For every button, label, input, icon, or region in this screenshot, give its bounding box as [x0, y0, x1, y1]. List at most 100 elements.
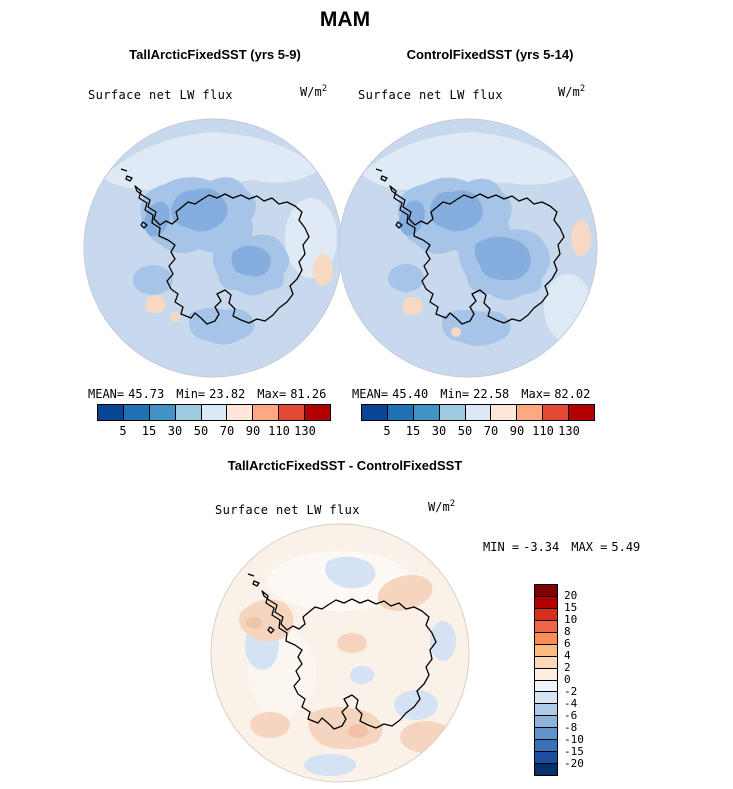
units-control: W/m2 [558, 84, 585, 99]
antarctica-coastline [375, 168, 565, 325]
units-exponent: 2 [579, 84, 586, 94]
tick-label: -10 [564, 733, 584, 746]
max-label: MAX = [571, 540, 608, 554]
tick-label: 15 [405, 424, 421, 438]
colorbar-cell [535, 679, 557, 692]
tick-label: 4 [564, 649, 571, 662]
colorbar-cell [542, 405, 569, 420]
mean-label: MEAN= [352, 387, 389, 401]
tick-label: 8 [564, 625, 571, 638]
tick-label: 130 [558, 424, 580, 438]
map-fill-tallarctic [84, 119, 342, 377]
colorbar-ticks-difference: 20 15 10 8 6 4 2 0 -2 -4 -6 -8 -10 -15 -… [564, 590, 584, 770]
colorbar-cell [438, 405, 465, 420]
min-label: Min= [176, 387, 206, 401]
tick-label: 110 [268, 424, 290, 438]
tick-label: 110 [532, 424, 554, 438]
tick-label: 5 [119, 424, 127, 438]
units-exponent: 2 [321, 84, 328, 94]
max-value: 82.02 [554, 387, 591, 401]
min-value: 23.82 [209, 387, 246, 401]
tick-label: 15 [564, 601, 578, 614]
colorbar-cell [200, 405, 227, 420]
max-label: Max= [257, 387, 287, 401]
tick-label: -20 [564, 757, 584, 770]
colorbar-cell [568, 405, 595, 420]
tick-label: 90 [509, 424, 525, 438]
tick-label: 0 [564, 673, 571, 686]
colorbar-cell [535, 631, 557, 644]
colorbar-cell [535, 703, 557, 716]
colorbar-cell [412, 405, 439, 420]
field-label-control: Surface net LW flux [358, 88, 503, 102]
tick-label: 30 [431, 424, 447, 438]
colorbar-control [361, 404, 595, 421]
colorbar-cell [304, 405, 331, 420]
tick-label: -8 [564, 721, 578, 734]
colorbar-cell [535, 715, 557, 728]
colorbar-ticks-tallarctic: 5 15 30 50 70 90 110 130 [110, 424, 318, 438]
units-exponent: 2 [449, 499, 456, 509]
tick-label: -6 [564, 709, 578, 722]
map-control [338, 118, 598, 378]
main-title: MAM [319, 8, 371, 31]
colorbar-cell [148, 405, 175, 420]
colorbar-cell [535, 607, 557, 620]
map-difference [210, 523, 470, 783]
colorbar-cell [490, 405, 517, 420]
tick-label: 10 [564, 613, 578, 626]
colorbar-cell [535, 655, 557, 668]
tick-label: 50 [457, 424, 473, 438]
stats-control: MEAN= 45.40 Min= 22.58 Max= 82.02 [352, 387, 602, 401]
min-value: -3.34 [523, 540, 560, 554]
colorbar-cell [122, 405, 149, 420]
colorbar-cell [535, 667, 557, 680]
colorbar-cell [362, 405, 387, 420]
field-label-tallarctic: Surface net LW flux [88, 88, 233, 102]
tick-label: 5 [383, 424, 391, 438]
colorbar-cell [98, 405, 123, 420]
max-value: 81.26 [290, 387, 327, 401]
tick-label: 90 [245, 424, 261, 438]
units-base: W/m [558, 85, 580, 99]
map-tallarctic [83, 118, 343, 378]
field-label-difference: Surface net LW flux [215, 503, 360, 517]
colorbar-cell [535, 585, 557, 596]
units-tallarctic: W/m2 [300, 84, 327, 99]
tick-label: 30 [167, 424, 183, 438]
colorbar-cell [535, 751, 557, 764]
colorbar-cell [535, 643, 557, 656]
mean-label: MEAN= [88, 387, 125, 401]
tick-label: 2 [564, 661, 571, 674]
colorbar-difference [534, 584, 558, 776]
colorbar-cell [174, 405, 201, 420]
tick-label: 130 [294, 424, 316, 438]
colorbar-cell [535, 739, 557, 752]
tick-label: 20 [564, 589, 578, 602]
antarctica-coastline [247, 573, 437, 730]
antarctica-coastline [120, 168, 310, 325]
panel-title-difference: TallArcticFixedSST - ControlFixedSST [227, 458, 463, 473]
colorbar-tallarctic [97, 404, 331, 421]
map-fill-difference [211, 524, 469, 782]
colorbar-cell [252, 405, 279, 420]
tick-label: 6 [564, 637, 571, 650]
colorbar-cell [535, 619, 557, 632]
mean-value: 45.73 [128, 387, 165, 401]
colorbar-cell [278, 405, 305, 420]
tick-label: 70 [483, 424, 499, 438]
min-value: 22.58 [473, 387, 510, 401]
colorbar-cell [386, 405, 413, 420]
map-fill-control [339, 119, 597, 377]
colorbar-cell [535, 595, 557, 608]
panel-title-tallarctic: TallArcticFixedSST (yrs 5-9) [129, 47, 301, 62]
min-label: Min= [440, 387, 470, 401]
units-base: W/m [428, 500, 450, 514]
mean-value: 45.40 [392, 387, 429, 401]
max-label: Max= [521, 387, 551, 401]
panel-title-control: ControlFixedSST (yrs 5-14) [406, 47, 574, 62]
max-value: 5.49 [611, 540, 641, 554]
colorbar-cell [535, 763, 557, 775]
tick-label: -15 [564, 745, 584, 758]
